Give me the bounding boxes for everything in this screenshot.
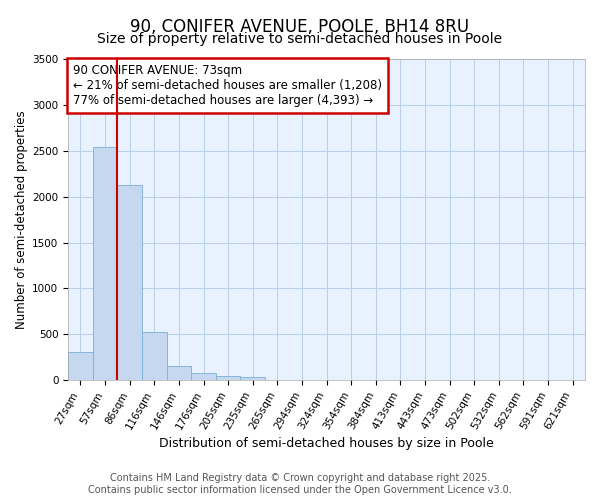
Bar — [118, 184, 142, 380]
Bar — [167, 366, 191, 380]
Text: 90 CONIFER AVENUE: 73sqm
← 21% of semi-detached houses are smaller (1,208)
77% o: 90 CONIFER AVENUE: 73sqm ← 21% of semi-d… — [73, 64, 382, 107]
Bar — [216, 376, 241, 380]
Bar — [93, 147, 118, 380]
Y-axis label: Number of semi-detached properties: Number of semi-detached properties — [15, 110, 28, 329]
Text: Size of property relative to semi-detached houses in Poole: Size of property relative to semi-detach… — [97, 32, 503, 46]
Bar — [142, 332, 167, 380]
Text: 90, CONIFER AVENUE, POOLE, BH14 8RU: 90, CONIFER AVENUE, POOLE, BH14 8RU — [130, 18, 470, 36]
Text: Contains HM Land Registry data © Crown copyright and database right 2025.
Contai: Contains HM Land Registry data © Crown c… — [88, 474, 512, 495]
Bar — [191, 374, 216, 380]
Bar — [241, 378, 265, 380]
X-axis label: Distribution of semi-detached houses by size in Poole: Distribution of semi-detached houses by … — [159, 437, 494, 450]
Bar — [68, 352, 93, 380]
